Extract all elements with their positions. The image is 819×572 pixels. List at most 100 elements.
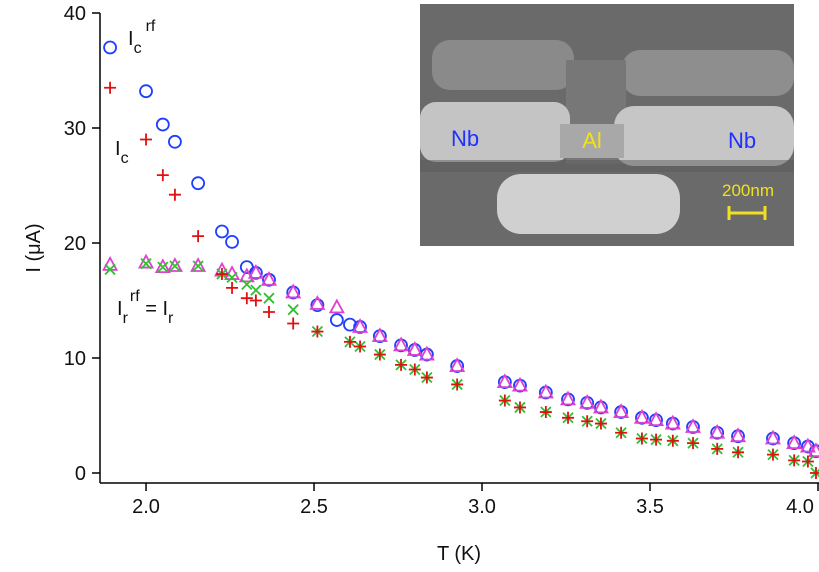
x-tick-label: 3.5 <box>636 496 664 518</box>
data-point <box>154 258 171 274</box>
data-point <box>511 376 528 392</box>
data-point <box>138 253 155 269</box>
data-point <box>408 363 421 376</box>
x-tick-label: 3.0 <box>468 496 496 518</box>
data-point <box>310 298 325 312</box>
x-tick-label: 2.5 <box>300 496 328 518</box>
data-point <box>225 234 239 249</box>
data-point <box>709 423 726 439</box>
data-point <box>226 271 238 284</box>
inset-label: Nb <box>451 126 479 151</box>
data-point <box>192 260 204 272</box>
data-point <box>560 390 577 406</box>
data-point <box>513 401 526 414</box>
data-point <box>352 318 369 333</box>
data-point <box>168 134 182 149</box>
data-point <box>343 317 357 332</box>
data-point <box>809 466 819 479</box>
data-point <box>807 442 819 458</box>
data-point <box>764 429 781 445</box>
data-point <box>615 426 628 439</box>
data-point <box>406 341 423 356</box>
data-point <box>309 295 326 310</box>
data-point <box>539 406 552 419</box>
y-tick-label: 20 <box>64 233 86 255</box>
data-point <box>579 393 596 409</box>
x-tick-label: 2.0 <box>132 496 160 518</box>
data-point <box>240 292 253 305</box>
data-point <box>371 327 388 343</box>
data-point <box>169 260 181 272</box>
data-point <box>249 294 262 307</box>
data-point <box>788 454 801 467</box>
data-point <box>684 418 702 433</box>
data-point <box>498 394 511 407</box>
data-point <box>190 257 207 272</box>
data-point <box>157 261 169 273</box>
data-point <box>168 188 181 201</box>
x-tick-label: 4.0 <box>786 496 814 518</box>
data-point <box>215 268 228 281</box>
inset-label: 200nm <box>722 181 774 200</box>
data-point <box>192 230 205 243</box>
data-point <box>420 371 433 384</box>
annotation: Irrf = Ir <box>117 288 174 327</box>
y-axis-label: I (μA) <box>23 223 45 272</box>
data-point <box>393 336 410 352</box>
data-point <box>102 255 119 271</box>
data-point <box>418 345 435 361</box>
data-point <box>537 383 554 399</box>
data-point <box>343 335 356 348</box>
data-point <box>329 313 344 327</box>
data-point <box>799 437 816 453</box>
data-point <box>311 325 324 338</box>
inset-image: Nb Al Nb 200nm <box>420 4 794 246</box>
data-point <box>562 411 575 424</box>
data-point <box>247 264 264 279</box>
data-point <box>594 417 607 430</box>
data-point <box>592 398 609 414</box>
data-point <box>104 81 117 94</box>
data-point <box>449 357 466 372</box>
data-point <box>373 348 386 361</box>
data-point <box>451 378 464 391</box>
data-point <box>155 117 170 132</box>
data-point <box>395 358 408 371</box>
y-tick-label: 40 <box>64 3 86 25</box>
data-point <box>496 373 513 389</box>
data-point <box>650 433 663 446</box>
data-point <box>166 257 183 272</box>
data-point <box>766 448 779 461</box>
data-point <box>226 281 239 294</box>
data-point <box>613 403 630 418</box>
data-point <box>262 305 275 318</box>
data-point <box>287 317 300 330</box>
annotation: Icrf <box>128 18 156 57</box>
y-tick-label: 30 <box>64 118 86 140</box>
data-point <box>648 411 665 426</box>
data-point <box>140 258 152 270</box>
y-tick-label: 10 <box>64 348 86 370</box>
data-point <box>328 298 345 314</box>
data-point <box>156 169 169 182</box>
data-point <box>287 304 299 316</box>
data-point <box>263 292 275 304</box>
data-point <box>104 263 116 276</box>
data-point <box>140 133 153 146</box>
data-point <box>285 283 302 299</box>
data-point <box>732 446 745 459</box>
data-point <box>633 408 650 424</box>
data-point <box>215 224 229 239</box>
data-point <box>664 414 681 430</box>
data-point <box>801 455 814 468</box>
data-point <box>354 340 367 353</box>
data-point <box>260 270 278 286</box>
inset-label: Nb <box>728 128 756 153</box>
data-point <box>139 84 153 99</box>
data-point <box>191 176 206 191</box>
data-point <box>635 432 648 445</box>
data-point <box>241 278 253 291</box>
annotation: Ic <box>115 138 129 167</box>
data-point <box>687 437 700 450</box>
